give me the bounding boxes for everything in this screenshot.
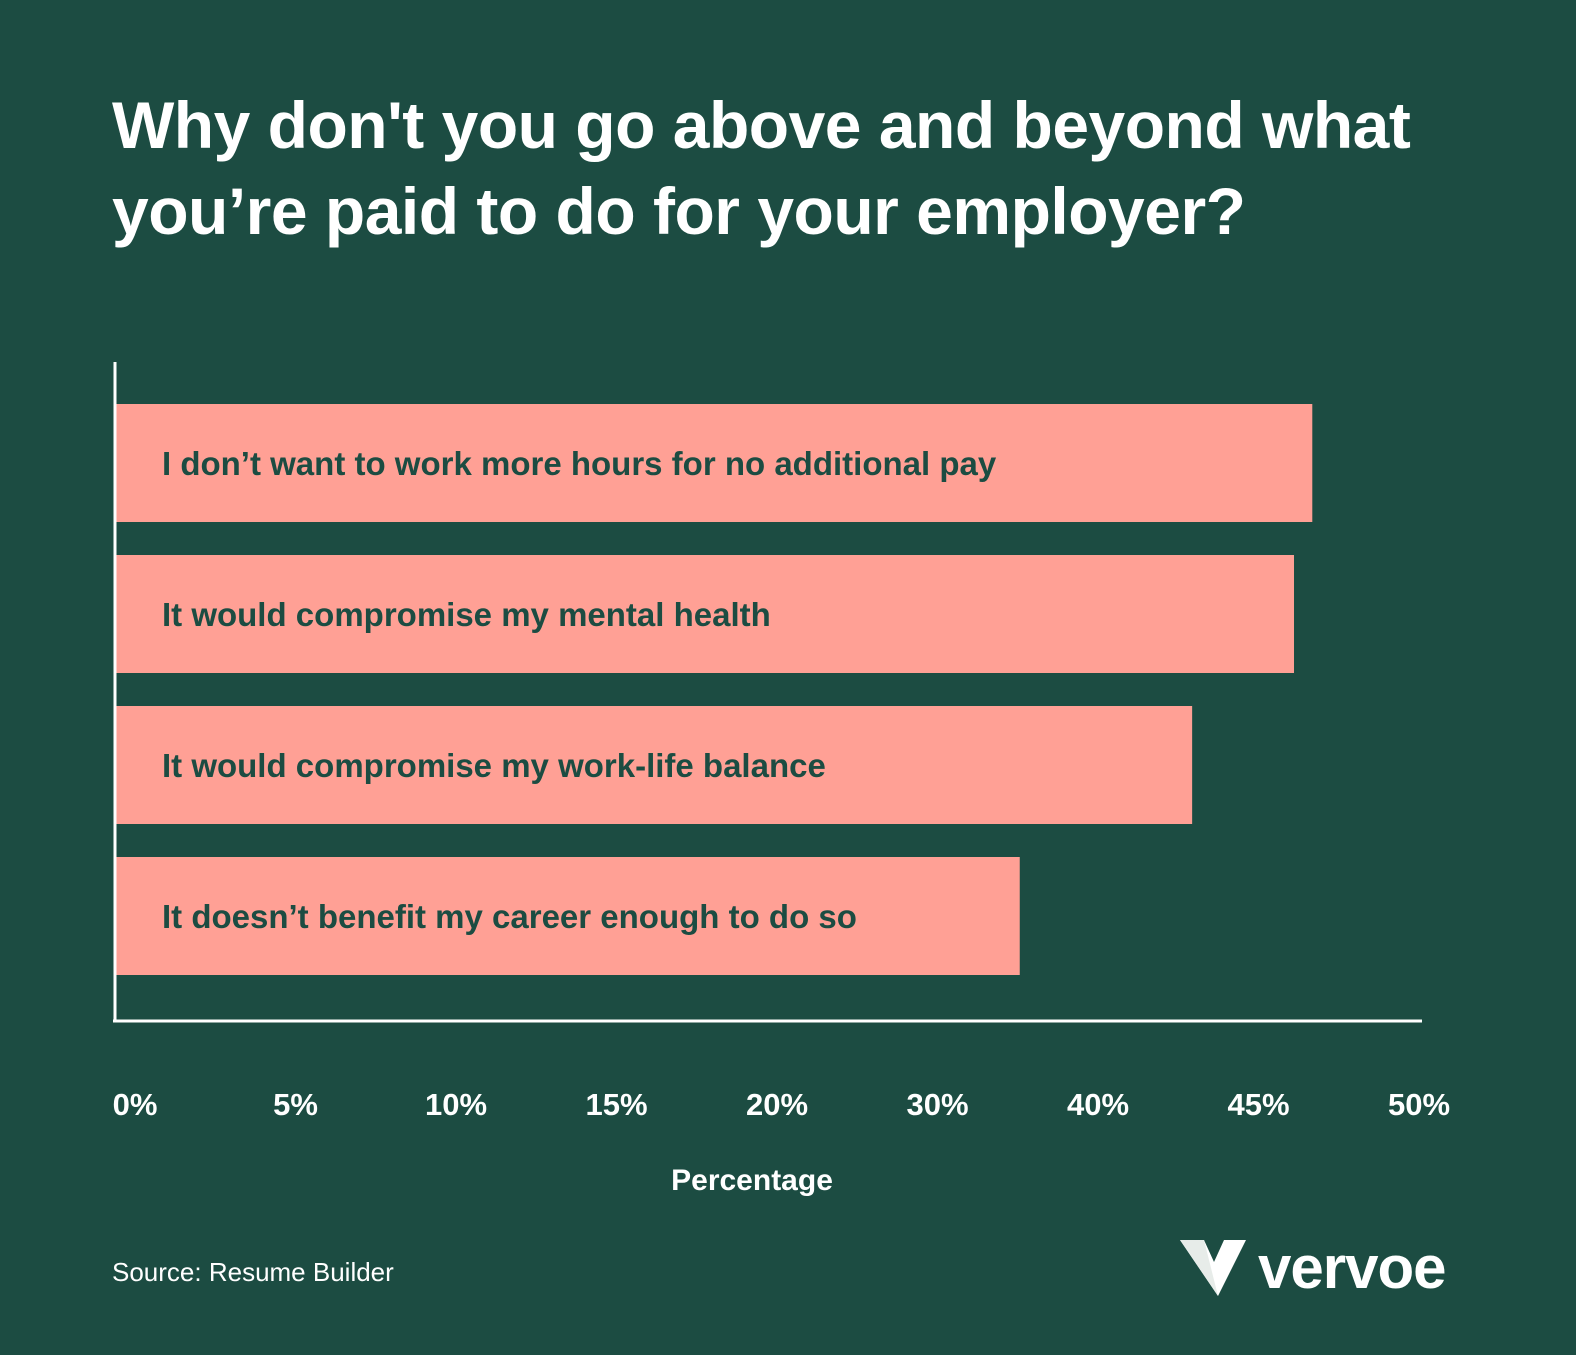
x-tick-labels: 0% 5% 10% 15% 20% 30% 40% 45% 50% [113, 1087, 1450, 1122]
x-tick-label: 45% [1227, 1087, 1289, 1122]
x-tick-label: 30% [906, 1087, 968, 1122]
bar-label: It would compromise my mental health [162, 596, 771, 633]
x-tick-label: 40% [1067, 1087, 1129, 1122]
vervoe-logo-icon [1180, 1240, 1246, 1296]
bar [116, 555, 1295, 673]
bar [116, 857, 1020, 975]
x-tick-label: 50% [1388, 1087, 1450, 1122]
x-tick-label: 20% [746, 1087, 808, 1122]
x-tick-label: 0% [113, 1087, 158, 1122]
bar-label: I don’t want to work more hours for no a… [162, 445, 997, 482]
x-tick-label: 10% [425, 1087, 487, 1122]
source-note: Source: Resume Builder [112, 1257, 394, 1287]
vervoe-logo-text: vervoe [1258, 1234, 1446, 1301]
vervoe-logo: vervoe [1180, 1234, 1446, 1301]
bar-label: It doesn’t benefit my career enough to d… [162, 898, 857, 935]
x-tick-label: 5% [273, 1087, 318, 1122]
bar-chart: I don’t want to work more hours for no a… [113, 362, 1450, 1122]
bar [116, 404, 1313, 522]
x-axis-title: Percentage [671, 1164, 833, 1197]
bar [116, 706, 1193, 824]
x-tick-label: 15% [585, 1087, 647, 1122]
chart-title: Why don't you go above and beyond what y… [112, 88, 1411, 248]
bars-group: I don’t want to work more hours for no a… [116, 404, 1313, 975]
bar-label: It would compromise my work-life balance [162, 747, 826, 784]
